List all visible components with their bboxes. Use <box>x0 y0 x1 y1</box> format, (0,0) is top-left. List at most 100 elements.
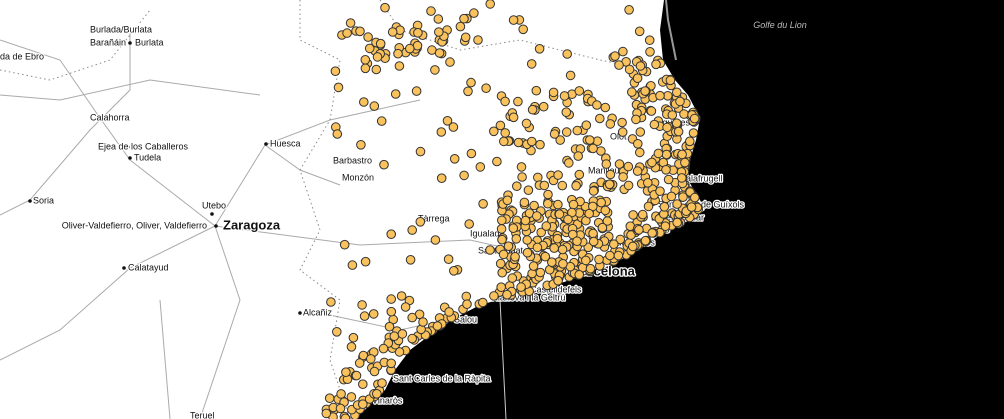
poi-marker[interactable] <box>436 127 447 137</box>
poi-marker[interactable] <box>527 136 537 147</box>
poi-marker[interactable] <box>436 173 447 183</box>
poi-marker[interactable] <box>405 43 415 54</box>
poi-marker[interactable] <box>610 51 620 61</box>
poi-marker[interactable] <box>444 307 454 317</box>
poi-marker[interactable] <box>605 250 615 261</box>
poi-marker[interactable] <box>678 192 688 202</box>
poi-marker[interactable] <box>675 96 685 107</box>
poi-marker[interactable] <box>568 199 579 210</box>
poi-marker[interactable] <box>489 291 499 301</box>
poi-marker[interactable] <box>396 291 407 301</box>
poi-marker[interactable] <box>531 85 542 96</box>
poi-marker[interactable] <box>623 161 634 172</box>
poi-marker[interactable] <box>355 26 365 37</box>
poi-marker[interactable] <box>389 331 400 342</box>
poi-marker[interactable] <box>518 24 529 35</box>
poi-marker[interactable] <box>618 46 628 57</box>
poi-marker[interactable] <box>354 358 365 368</box>
poi-marker[interactable] <box>588 143 598 154</box>
poi-marker[interactable] <box>333 82 344 93</box>
poi-marker[interactable] <box>666 191 677 202</box>
poi-marker[interactable] <box>386 294 397 304</box>
poi-marker[interactable] <box>400 302 411 312</box>
poi-marker[interactable] <box>672 217 683 228</box>
poi-marker[interactable] <box>481 83 491 93</box>
poi-marker[interactable] <box>633 139 643 149</box>
poi-marker[interactable] <box>532 242 543 253</box>
poi-marker[interactable] <box>661 165 671 175</box>
poi-marker[interactable] <box>521 118 532 129</box>
poi-marker[interactable] <box>634 225 644 235</box>
poi-marker[interactable] <box>430 235 441 245</box>
poi-marker[interactable] <box>559 91 570 101</box>
poi-marker[interactable] <box>386 358 397 369</box>
poi-marker[interactable] <box>326 297 336 307</box>
poi-marker[interactable] <box>502 195 513 206</box>
poi-marker[interactable] <box>555 135 566 145</box>
poi-marker[interactable] <box>605 119 616 129</box>
poi-marker[interactable] <box>358 379 368 390</box>
poi-marker[interactable] <box>415 146 426 157</box>
poi-marker[interactable] <box>372 389 382 399</box>
poi-marker[interactable] <box>519 197 530 208</box>
poi-marker[interactable] <box>645 47 655 57</box>
poi-marker[interactable] <box>489 126 499 137</box>
poi-marker[interactable] <box>523 185 534 195</box>
poi-marker[interactable] <box>508 223 519 233</box>
poi-marker[interactable] <box>613 250 624 261</box>
poi-marker[interactable] <box>359 311 370 321</box>
poi-marker[interactable] <box>507 273 518 283</box>
poi-marker[interactable] <box>459 13 469 24</box>
poi-marker[interactable] <box>357 300 367 310</box>
poi-marker[interactable] <box>360 256 371 267</box>
poi-marker[interactable] <box>492 156 502 167</box>
poi-marker[interactable] <box>342 28 352 38</box>
poi-marker[interactable] <box>624 64 635 75</box>
poi-marker[interactable] <box>634 26 645 37</box>
poi-marker[interactable] <box>585 135 595 145</box>
poi-marker[interactable] <box>407 312 418 323</box>
poi-marker[interactable] <box>529 200 539 211</box>
poi-marker[interactable] <box>686 202 697 212</box>
poi-marker[interactable] <box>433 14 444 24</box>
poi-marker[interactable] <box>552 233 563 244</box>
poi-marker[interactable] <box>680 157 690 168</box>
poi-marker[interactable] <box>677 173 687 183</box>
poi-marker[interactable] <box>581 255 591 266</box>
poi-marker[interactable] <box>497 267 508 278</box>
poi-marker[interactable] <box>672 199 682 209</box>
poi-marker[interactable] <box>647 228 658 238</box>
poi-marker[interactable] <box>384 321 395 332</box>
poi-marker[interactable] <box>540 251 551 262</box>
poi-marker[interactable] <box>520 215 531 226</box>
poi-marker[interactable] <box>405 254 416 265</box>
poi-marker[interactable] <box>665 75 676 86</box>
poi-marker[interactable] <box>500 128 511 138</box>
poi-marker[interactable] <box>413 28 423 38</box>
poi-marker[interactable] <box>466 77 476 88</box>
poi-marker[interactable] <box>485 245 495 255</box>
poi-marker[interactable] <box>643 178 653 188</box>
poi-marker[interactable] <box>516 162 527 172</box>
poi-marker[interactable] <box>386 306 397 317</box>
poi-marker[interactable] <box>605 169 616 180</box>
poi-marker[interactable] <box>594 254 604 265</box>
poi-marker[interactable] <box>573 151 584 161</box>
poi-marker[interactable] <box>679 109 689 119</box>
poi-marker[interactable] <box>393 48 403 59</box>
poi-marker[interactable] <box>541 221 552 231</box>
poi-marker[interactable] <box>508 112 519 123</box>
poi-marker[interactable] <box>430 65 440 75</box>
poi-marker[interactable] <box>549 129 560 139</box>
poi-marker[interactable] <box>557 180 568 191</box>
poi-marker[interactable] <box>595 113 605 124</box>
poi-marker[interactable] <box>532 211 542 221</box>
poi-marker[interactable] <box>473 35 483 45</box>
poi-marker[interactable] <box>535 139 545 150</box>
poi-marker[interactable] <box>511 234 522 244</box>
poi-marker[interactable] <box>499 136 509 147</box>
poi-marker[interactable] <box>336 389 346 399</box>
poi-marker[interactable] <box>503 241 514 251</box>
poi-marker[interactable] <box>533 172 543 183</box>
poi-marker[interactable] <box>538 101 549 112</box>
